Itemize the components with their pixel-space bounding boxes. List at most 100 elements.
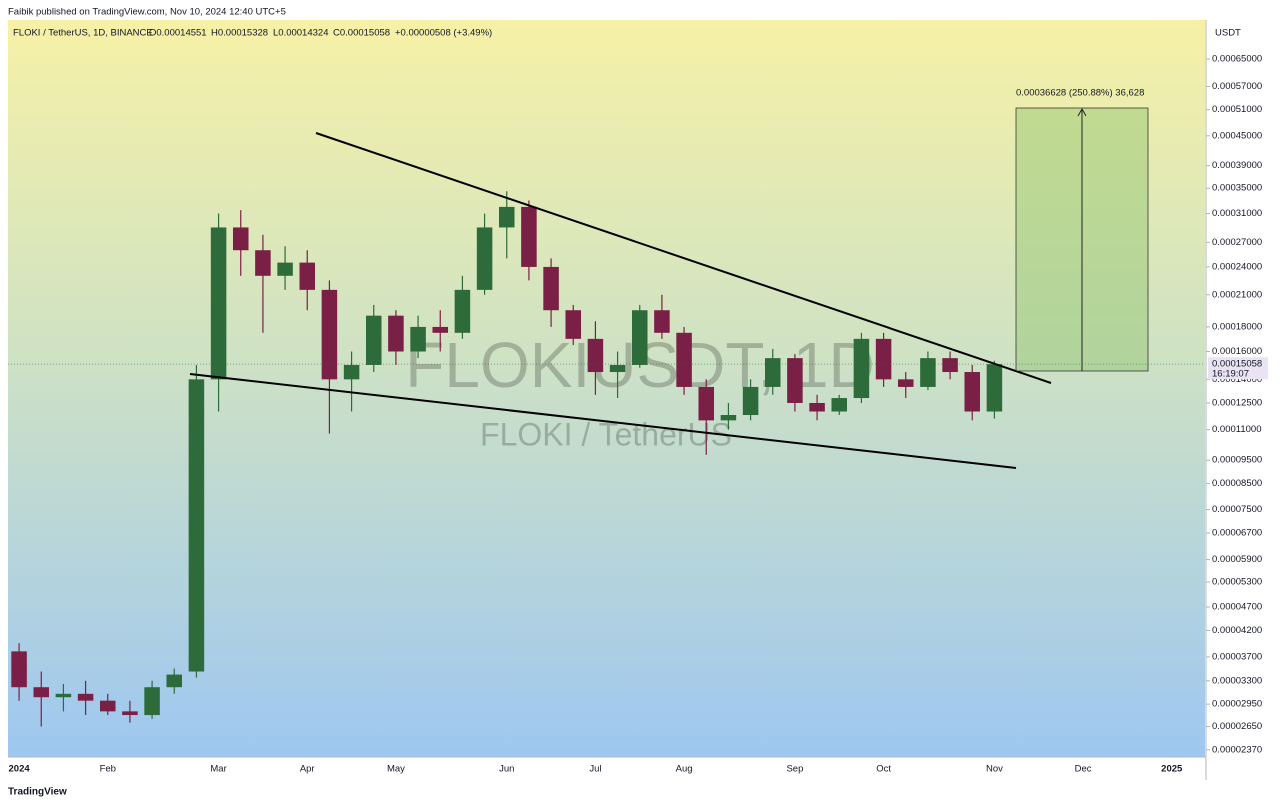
candle-body bbox=[942, 358, 958, 373]
legend-change: +0.00000508 (+3.49%) bbox=[395, 28, 492, 39]
x-tick-label: Mar bbox=[210, 764, 226, 775]
x-tick-label: Dec bbox=[1075, 764, 1092, 775]
y-tick-label: 0.00051000 bbox=[1212, 104, 1262, 115]
y-tick-label: 0.00045000 bbox=[1212, 130, 1262, 141]
countdown: 16:19:07 bbox=[1212, 369, 1249, 380]
upper-trendline bbox=[315, 132, 1052, 384]
candle-body bbox=[321, 289, 338, 380]
candle-body bbox=[365, 315, 382, 365]
x-tick-label: Jun bbox=[499, 764, 514, 775]
lower-trendline bbox=[189, 373, 1017, 469]
candle-body bbox=[698, 386, 715, 421]
y-tick-label: 0.00016000 bbox=[1212, 346, 1262, 357]
y-tick-label: 0.00024000 bbox=[1212, 261, 1262, 272]
y-tick-label: 0.00008500 bbox=[1212, 478, 1262, 489]
candle-body bbox=[454, 289, 471, 333]
candle-body bbox=[232, 227, 249, 251]
price-tag bbox=[1208, 357, 1268, 380]
candle-body bbox=[11, 651, 27, 688]
candle-body bbox=[99, 700, 116, 712]
candle-body bbox=[410, 326, 426, 352]
x-tick-label: Aug bbox=[676, 764, 693, 775]
candle-body bbox=[764, 358, 781, 387]
currency: USDT bbox=[1215, 28, 1241, 39]
x-tick-label: Feb bbox=[100, 764, 116, 775]
candle-body bbox=[565, 310, 582, 339]
candle-body bbox=[432, 326, 449, 333]
candle-body bbox=[720, 415, 737, 421]
footer-logo: TradingView bbox=[8, 787, 67, 798]
candle-body bbox=[609, 364, 626, 373]
y-tick-label: 0.00007500 bbox=[1212, 504, 1262, 515]
candle-body bbox=[166, 674, 183, 688]
x-tick-label: Sep bbox=[786, 764, 803, 775]
legend: FLOKI / TetherUS, 1D, BINANCE O0.0001455… bbox=[13, 28, 492, 39]
candle-body bbox=[654, 310, 670, 333]
candle-body bbox=[897, 379, 914, 387]
candle-body bbox=[277, 262, 293, 276]
candle-body bbox=[122, 711, 138, 716]
candle-body bbox=[875, 338, 892, 380]
arrow-head bbox=[1077, 107, 1087, 117]
y-tick-label: 0.00031000 bbox=[1212, 208, 1262, 219]
plot-area bbox=[8, 20, 1205, 757]
candles bbox=[11, 191, 1003, 727]
candle-body bbox=[299, 262, 316, 290]
projection-label: 0.00036628 (250.88%) 36,628 bbox=[1016, 88, 1144, 99]
candle-body bbox=[986, 364, 1003, 412]
y-tick-label: 0.00035000 bbox=[1212, 183, 1262, 194]
watermark-sub: FLOKI / TetherUS bbox=[480, 416, 732, 452]
y-tick-label: 0.00006700 bbox=[1212, 528, 1262, 539]
legend-low: L0.00014324 bbox=[273, 28, 328, 39]
candle-body bbox=[676, 332, 692, 387]
symbol: FLOKI / TetherUS, 1D, BINANCE bbox=[13, 28, 153, 39]
candle-body bbox=[587, 338, 604, 373]
y-tick-label: 0.00004700 bbox=[1212, 602, 1262, 613]
y-tick-label: 0.00002950 bbox=[1212, 699, 1262, 710]
candle-body bbox=[787, 358, 803, 403]
y-tick-label: 0.00039000 bbox=[1212, 160, 1262, 171]
y-tick-label: 0.00018000 bbox=[1212, 321, 1262, 332]
candle-body bbox=[255, 250, 271, 276]
y-tick-label: 0.00014000 bbox=[1212, 374, 1262, 385]
candle-body bbox=[631, 310, 648, 365]
x-tick-label: Nov bbox=[986, 764, 1003, 775]
x-tick-label: 2024 bbox=[9, 764, 31, 775]
x-tick-label: 2025 bbox=[1161, 764, 1183, 775]
candle-body bbox=[742, 386, 759, 416]
x-tick-label: Oct bbox=[876, 764, 891, 775]
candle-body bbox=[144, 687, 160, 716]
legend-high: H0.00015328 bbox=[211, 28, 268, 39]
price-axis: 0.00065000 0.00057000 0.00051000 0.00045000… bbox=[1206, 54, 1262, 755]
publisher: Faibik published on TradingView.com, Nov… bbox=[8, 7, 286, 18]
candle-body bbox=[188, 379, 205, 672]
candle-body bbox=[388, 315, 404, 352]
candle-body bbox=[920, 358, 936, 387]
candle-body bbox=[964, 372, 981, 412]
candle-body bbox=[77, 693, 94, 701]
candle-body bbox=[476, 227, 493, 290]
candle-body bbox=[210, 227, 227, 380]
candle-body bbox=[853, 338, 870, 399]
price-tag-label: 0.00015058 bbox=[1212, 359, 1262, 370]
y-tick-label: 0.00003300 bbox=[1212, 675, 1262, 686]
y-tick-label: 0.00005900 bbox=[1212, 554, 1262, 565]
candle-body bbox=[33, 687, 50, 698]
y-tick-label: 0.00011000 bbox=[1212, 424, 1262, 435]
y-tick-label: 0.00002650 bbox=[1212, 721, 1262, 732]
y-tick-label: 0.00027000 bbox=[1212, 237, 1262, 248]
candle-body bbox=[343, 364, 360, 380]
y-tick-label: 0.00005300 bbox=[1212, 576, 1262, 587]
candle-body bbox=[809, 402, 825, 412]
y-tick-label: 0.00004200 bbox=[1212, 625, 1262, 636]
y-tick-label: 0.00009500 bbox=[1212, 455, 1262, 466]
y-tick-label: 0.00021000 bbox=[1212, 289, 1262, 300]
x-tick-label: May bbox=[387, 764, 405, 775]
y-tick-label: 0.00065000 bbox=[1212, 54, 1262, 65]
y-tick-label: 0.00057000 bbox=[1212, 81, 1262, 92]
candle-body bbox=[521, 206, 537, 267]
legend-close: C0.00015058 bbox=[333, 28, 390, 39]
x-tick-label: Jul bbox=[589, 764, 601, 775]
legend-open: O0.00014551 bbox=[149, 28, 207, 39]
